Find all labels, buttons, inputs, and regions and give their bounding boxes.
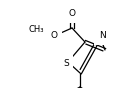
Text: O: O — [68, 10, 75, 18]
Text: O: O — [51, 32, 58, 40]
Text: S: S — [63, 59, 69, 67]
Text: CH₃: CH₃ — [28, 24, 44, 34]
Text: N: N — [99, 32, 105, 40]
